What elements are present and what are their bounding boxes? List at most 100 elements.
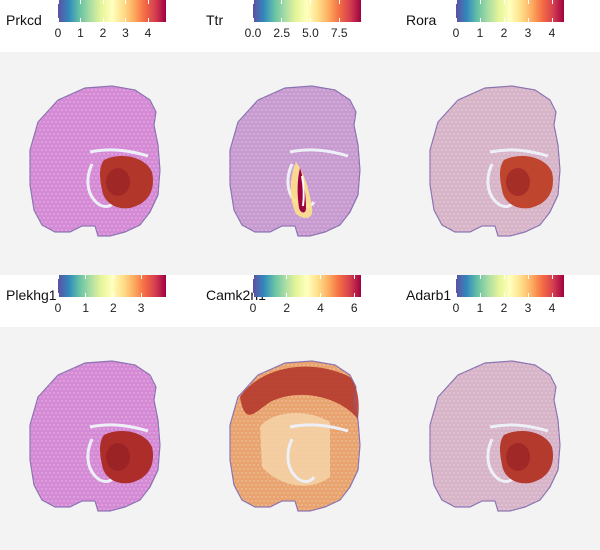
colorbar-tick <box>527 275 529 279</box>
colorbar-tick-label: 5.0 <box>302 26 319 40</box>
colorbar-tick-label: 4 <box>144 26 152 40</box>
cortex-expression <box>240 366 359 419</box>
colorbar-tick-label: 7.5 <box>330 26 348 40</box>
colorbar-tick-label: 0 <box>54 301 62 315</box>
colorbar-tick <box>455 293 457 297</box>
colorbar <box>253 0 361 22</box>
colorbar <box>456 275 564 297</box>
colorbar-tick <box>353 293 355 297</box>
colorbar-tick <box>479 0 481 4</box>
colorbar-tick <box>527 293 529 297</box>
gene-label: Rora <box>406 12 437 28</box>
white-matter-tract <box>86 423 149 483</box>
colorbar-tick <box>80 0 81 4</box>
colorbar-tick <box>479 293 481 297</box>
colorbar-tick <box>57 18 59 22</box>
colorbar-tick <box>80 18 81 22</box>
colorbar-tick <box>320 275 321 279</box>
colorbar-tick <box>286 293 288 297</box>
colorbar-tick-label: 0 <box>54 26 62 40</box>
ventricle-lumen <box>301 175 305 207</box>
expression-hotspot <box>106 443 130 471</box>
colorbar-tick <box>281 0 283 4</box>
colorbar-tick <box>85 275 87 279</box>
colorbar-tick <box>57 0 59 4</box>
colorbar-tick <box>286 275 288 279</box>
colorbar-tick <box>147 18 149 22</box>
colorbar-tick-label: 3 <box>137 301 145 315</box>
brain-section <box>429 360 561 512</box>
brain-section <box>29 360 161 512</box>
colorbar-tick <box>479 18 481 22</box>
colorbar-tick <box>140 293 142 297</box>
colorbar-tick-label: 1 <box>476 26 484 40</box>
colorbar-tick-label: 0 <box>249 301 257 315</box>
colorbar-tick <box>309 18 311 22</box>
brain-section <box>429 85 561 237</box>
colorbar-tick <box>252 275 254 279</box>
colorbar-tick <box>551 18 553 22</box>
colorbar-tick-label: 2 <box>500 301 508 315</box>
colorbar-tick-label: 1 <box>77 26 84 40</box>
colorbar-tick-label: 3 <box>524 301 532 315</box>
gene-label: Plekhg1 <box>6 287 57 303</box>
inner-region <box>260 412 330 486</box>
colorbar <box>253 275 361 297</box>
colorbar-tick-label: 4 <box>317 301 324 315</box>
colorbar-tick <box>112 293 114 297</box>
colorbar-tick <box>527 18 529 22</box>
colorbar-tick-label: 1 <box>82 301 90 315</box>
panel-ttr: Ttr 0.0 2.5 5.0 7.5 <box>200 0 400 275</box>
brain-edge <box>29 360 161 512</box>
expression-hotspot <box>106 168 130 196</box>
colorbar-tick <box>455 275 457 279</box>
colorbar-tick-label: 0 <box>452 301 460 315</box>
colorbar-tick <box>102 18 104 22</box>
colorbar-tick <box>527 0 529 4</box>
colorbar-tick <box>503 275 505 279</box>
brain-edge <box>29 85 161 237</box>
colorbar-tick <box>125 0 126 4</box>
brain-section <box>29 85 161 237</box>
colorbar-tick-label: 2 <box>283 301 291 315</box>
brain-section <box>229 360 361 512</box>
colorbar-tick <box>57 275 59 279</box>
colorbar-tick-label: 2 <box>110 301 117 315</box>
gene-label: Prkcd <box>6 12 42 28</box>
gene-label: Adarb1 <box>406 287 452 303</box>
colorbar-tick <box>252 18 254 22</box>
colorbar-tick <box>147 0 149 4</box>
colorbar-tick <box>252 0 254 4</box>
colorbar-tick <box>102 0 104 4</box>
colorbar-tick <box>479 275 481 279</box>
colorbar-tick-label: 0 <box>452 26 460 40</box>
colorbar-tick <box>140 275 142 279</box>
brain-edge <box>229 85 361 237</box>
white-matter-tract <box>486 423 549 483</box>
colorbar <box>456 0 564 22</box>
colorbar-tick-label: 2.5 <box>273 26 291 40</box>
expression-hotspot <box>506 443 530 471</box>
colorbar-tick-label: 3 <box>524 26 532 40</box>
gene-label: Ttr <box>206 12 224 28</box>
colorbar-tick <box>353 275 355 279</box>
colorbar-tick <box>281 18 283 22</box>
white-matter-tract <box>486 148 549 208</box>
colorbar-tick <box>338 18 340 22</box>
colorbar-tick <box>125 18 126 22</box>
colorbar-tick <box>455 0 457 4</box>
colorbar-tick-label: 6 <box>350 301 358 315</box>
colorbar-tick <box>503 0 505 4</box>
colorbar-tick <box>551 0 553 4</box>
brain-edge <box>429 360 561 512</box>
colorbar-tick-label: 2 <box>99 26 107 40</box>
colorbar-tick-label: 4 <box>548 26 556 40</box>
panel-prkcd: Prkcd 0 1 2 3 4 <box>0 0 200 275</box>
colorbar-tick-label: 4 <box>548 301 556 315</box>
gene-label: Camk2n1 <box>206 287 266 303</box>
expression-hotspot <box>506 168 530 196</box>
colorbar-tick <box>551 293 553 297</box>
colorbar-tick <box>252 293 254 297</box>
colorbar-tick <box>503 18 505 22</box>
colorbar-tick-label: 0.0 <box>244 26 262 40</box>
